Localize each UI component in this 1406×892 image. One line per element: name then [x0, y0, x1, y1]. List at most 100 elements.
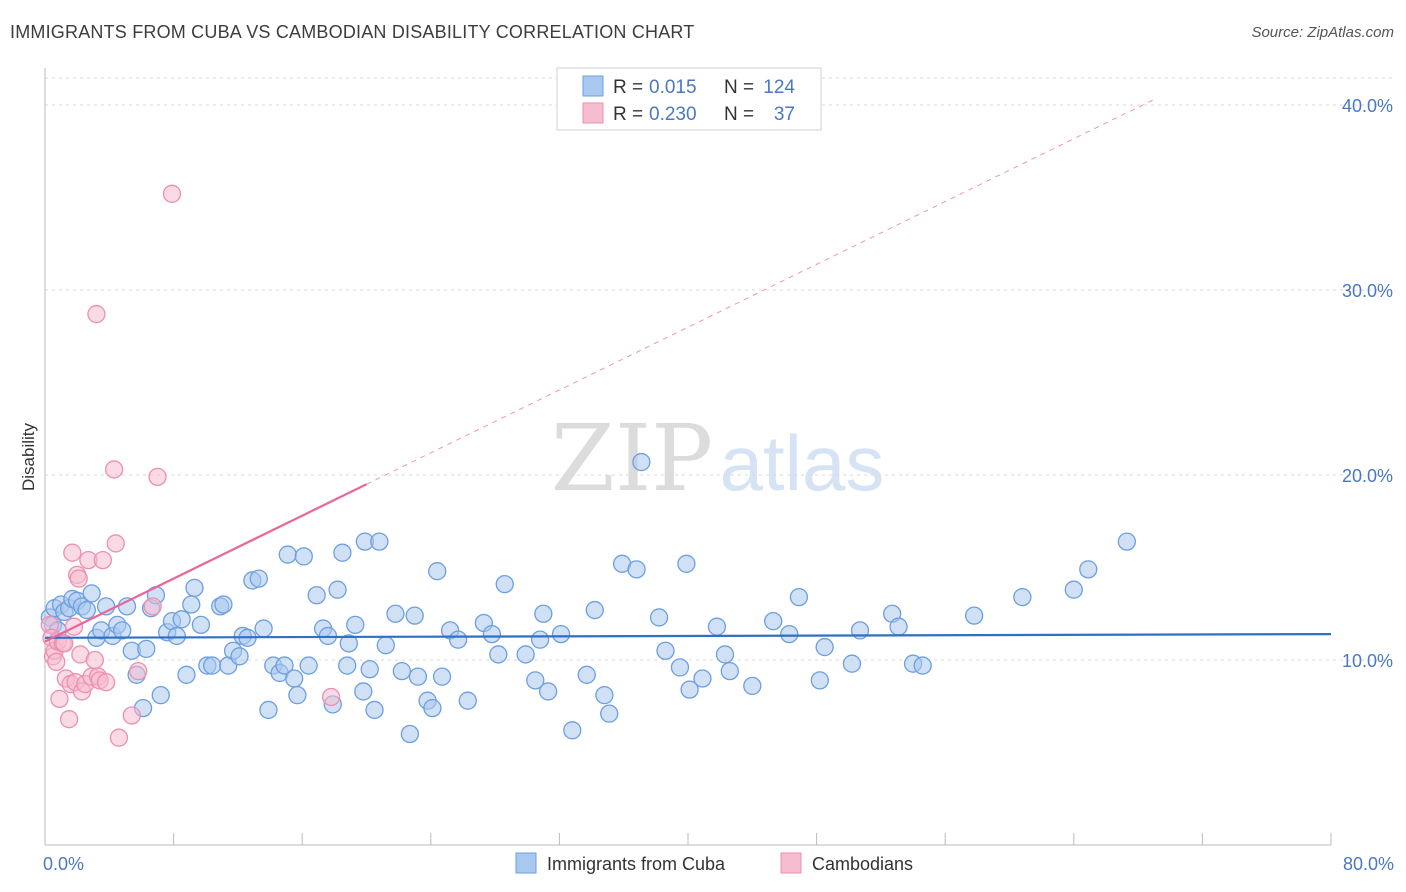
point-cuba — [376, 636, 395, 655]
point-cambodians — [122, 706, 141, 725]
point-cuba — [400, 724, 420, 744]
point-cambodians — [69, 569, 88, 588]
point-cuba — [254, 619, 273, 638]
point-cuba — [77, 600, 96, 620]
y-tick-label: 10.0% — [1342, 651, 1393, 671]
y-axis-tick-labels: 10.0% 20.0% 30.0% 40.0% — [1342, 96, 1393, 671]
point-cuba — [1013, 587, 1032, 607]
watermark-atlas: atlas — [720, 419, 885, 507]
legend-n-label-1: N = — [724, 104, 754, 125]
y-tick-label: 20.0% — [1342, 466, 1393, 486]
point-cuba — [249, 569, 268, 588]
point-cambodians — [143, 597, 162, 616]
legend-r-label-1: R = — [613, 104, 643, 125]
y-tick-label: 40.0% — [1342, 96, 1393, 116]
point-cambodians — [96, 673, 116, 692]
point-cuba — [346, 615, 365, 634]
legend-n-value-1: 37 — [774, 104, 795, 125]
point-cambodians — [50, 689, 69, 708]
point-cuba — [408, 667, 428, 686]
chart-source: Source: ZipAtlas.com — [1251, 24, 1394, 41]
legend-r-value-1: 0.230 — [649, 104, 697, 125]
point-cambodians — [162, 184, 182, 203]
point-cuba — [307, 586, 326, 605]
point-cuba — [677, 554, 696, 573]
point-cuba — [495, 575, 514, 594]
point-cuba — [1117, 532, 1136, 551]
point-cuba — [482, 624, 502, 644]
bottom-legend-label-cuba: Immigrants from Cuba — [547, 854, 726, 874]
point-cuba — [354, 682, 373, 701]
point-cambodians — [93, 550, 113, 570]
bottom-legend-swatch-cuba — [515, 852, 537, 874]
legend-r-label-0: R = — [613, 77, 643, 98]
point-cuba — [526, 671, 545, 690]
point-cuba — [707, 617, 727, 636]
point-cuba — [185, 578, 204, 597]
point-cuba — [656, 641, 675, 660]
legend-swatch-pink — [582, 102, 604, 124]
point-cuba — [288, 686, 307, 705]
point-cuba — [780, 624, 799, 644]
point-cuba — [551, 624, 571, 644]
point-cuba — [137, 639, 156, 659]
point-cuba — [842, 654, 862, 673]
x-tick-label-min: 0.0% — [43, 854, 84, 874]
point-cuba — [172, 610, 191, 629]
bottom-legend-label-cambodians: Cambodians — [812, 854, 913, 874]
point-cambodians — [85, 650, 104, 670]
point-cuba — [680, 680, 699, 699]
point-cambodians — [148, 467, 167, 487]
trend-line-cuba — [44, 632, 1332, 639]
point-cuba — [82, 584, 101, 603]
point-cuba — [585, 600, 604, 620]
point-cuba — [278, 545, 297, 564]
point-cuba — [693, 669, 712, 688]
bottom-legend-swatch-cambodians — [780, 852, 802, 874]
point-cuba — [516, 645, 535, 664]
legend-n-value-0: 124 — [763, 77, 795, 98]
point-cuba — [789, 587, 809, 607]
x-tick-label-max: 80.0% — [1343, 854, 1394, 874]
point-cuba — [386, 604, 405, 623]
trend-line-cambodians — [44, 483, 367, 643]
point-cuba — [600, 704, 619, 723]
point-cuba — [191, 615, 211, 634]
point-cuba — [151, 686, 170, 705]
y-tick-label: 30.0% — [1342, 281, 1393, 301]
point-cuba — [177, 665, 196, 684]
point-cuba — [458, 691, 477, 710]
x-axis-ticks — [44, 833, 1332, 845]
trend-line-extension-cambodians — [366, 99, 1155, 485]
point-cambodians — [87, 304, 106, 324]
point-cuba — [113, 621, 132, 640]
point-cambodians — [47, 652, 66, 671]
point-cuba — [764, 612, 783, 631]
point-cuba — [405, 606, 424, 625]
stats-legend: R = 0.015 N = 124 R = 0.230 N = 37 — [556, 67, 822, 131]
point-cuba — [632, 452, 651, 472]
point-cuba — [294, 547, 313, 566]
point-cuba — [489, 645, 508, 664]
y-axis-title: Disability — [19, 422, 38, 491]
point-cuba — [964, 606, 984, 625]
point-cuba — [448, 630, 468, 649]
point-cuba — [743, 676, 762, 696]
point-cuba — [530, 630, 550, 649]
point-cuba — [259, 700, 278, 720]
point-cambodians — [321, 687, 341, 707]
point-cambodians — [63, 543, 82, 562]
point-cuba — [670, 658, 690, 677]
point-cuba — [365, 700, 384, 720]
point-cuba — [563, 721, 582, 740]
point-cuba — [577, 665, 596, 684]
point-cuba — [715, 645, 735, 664]
point-cuba — [810, 671, 829, 690]
series-cambodians — [40, 184, 341, 747]
point-cuba — [534, 604, 553, 623]
point-cuba — [285, 669, 304, 688]
point-cuba — [230, 647, 249, 666]
point-cuba — [1064, 580, 1083, 599]
point-cuba — [275, 656, 294, 675]
